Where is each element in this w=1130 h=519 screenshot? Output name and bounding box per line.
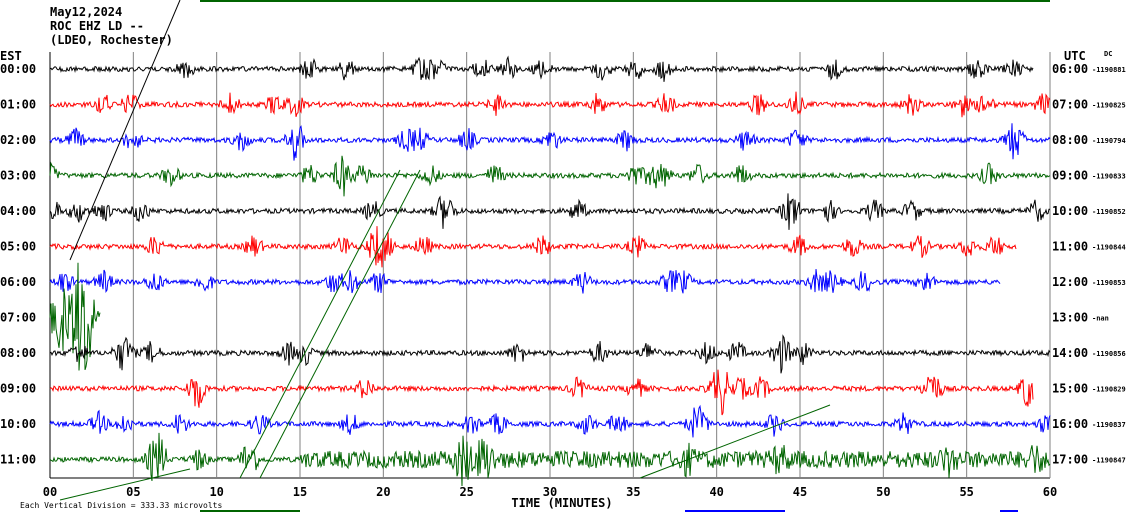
est-hour-label: 02:00 [0,133,36,147]
station-code: ROC EHZ LD -- [50,19,144,33]
utc-hour-label: 10:00 [1052,204,1088,218]
plot-date: May12,2024 [50,5,123,19]
dc-offset-label: -1190833 [1092,173,1126,181]
est-hour-label: 09:00 [0,382,36,396]
dc-offset-label: -1190794 [1092,137,1126,145]
dc-offset-label: -1190829 [1092,386,1126,394]
scale-note: Each Vertical Division = 333.33 microvol… [20,501,222,510]
trace-line [49,155,1051,197]
right-tz-label: UTC [1064,49,1086,63]
utc-hour-label: 12:00 [1052,275,1088,289]
dc-offset-label: -1190844 [1092,244,1126,252]
est-hour-label: 03:00 [0,169,36,183]
trace-line [49,432,1051,487]
est-hour-label: 04:00 [0,204,36,218]
utc-hour-label: 14:00 [1052,346,1088,360]
utc-hour-label: 08:00 [1052,133,1088,147]
est-hour-label: 07:00 [0,311,36,325]
utc-hour-label: 17:00 [1052,453,1088,467]
x-tick-label: 35 [626,485,640,499]
trace-line [49,269,1001,294]
trace-line [49,55,1034,82]
utc-hour-label: 15:00 [1052,382,1088,396]
x-tick-label: 55 [959,485,973,499]
x-tick-label: 60 [1043,485,1057,499]
utc-hour-label: 09:00 [1052,169,1088,183]
left-tz-label: EST [0,49,22,63]
dc-offset-label: -1190853 [1092,279,1126,287]
trace-line [49,404,1051,438]
utc-hour-label: 16:00 [1052,417,1088,431]
x-tick-label: 40 [709,485,723,499]
x-axis-label: TIME (MINUTES) [511,496,612,510]
trace-group [49,0,1051,501]
oblique-trace-line [639,404,831,479]
est-hour-label: 06:00 [0,275,36,289]
utc-hour-label: 13:00 [1052,311,1088,325]
est-hour-label: 05:00 [0,240,36,254]
x-tick-label: 45 [793,485,807,499]
trace-line [49,369,1034,416]
est-hour-label: 10:00 [0,417,36,431]
oblique-trace-line [59,468,191,501]
est-hour-label: 00:00 [0,62,36,76]
est-hour-label: 11:00 [0,453,36,467]
x-tick-label: 10 [209,485,223,499]
x-tick-label: 20 [376,485,390,499]
x-tick-label: 50 [876,485,890,499]
trace-line [49,262,101,371]
x-tick-label: 25 [459,485,473,499]
x-tick-label: 00 [43,485,57,499]
station-network: (LDEO, Rochester) [50,33,173,47]
trace-line [49,193,1050,230]
trace-line [49,91,1051,118]
label-group: 00 05 10 15 20 25 30 35 40 45 50 55 60 00:00 06:00 -119… [0,62,1126,499]
dc-offset-label: -1190847 [1092,457,1126,465]
trace-line [49,226,1017,268]
est-hour-label: 08:00 [0,346,36,360]
dc-offset-label: -1190852 [1092,208,1126,216]
oblique-trace-line [69,0,181,261]
oblique-trace-line [259,169,421,479]
utc-hour-label: 06:00 [1052,62,1088,76]
trace-line [49,123,1051,161]
dc-offset-label: -1190881 [1092,66,1126,74]
x-tick-label: 30 [543,485,557,499]
dc-label: DC [1104,50,1112,58]
grid-lines [132,52,1051,478]
trace-line [49,334,1051,374]
utc-hour-label: 11:00 [1052,240,1088,254]
est-hour-label: 01:00 [0,98,36,112]
utc-hour-label: 07:00 [1052,98,1088,112]
x-tick-label: 15 [293,485,307,499]
x-tick-label: 05 [126,485,140,499]
dc-offset-label: -1190837 [1092,421,1126,429]
dc-offset-label: -1190856 [1092,350,1126,358]
dc-offset-label: -1190825 [1092,102,1126,110]
oblique-trace-line [239,169,401,479]
dc-offset-label: -nan [1092,315,1109,323]
